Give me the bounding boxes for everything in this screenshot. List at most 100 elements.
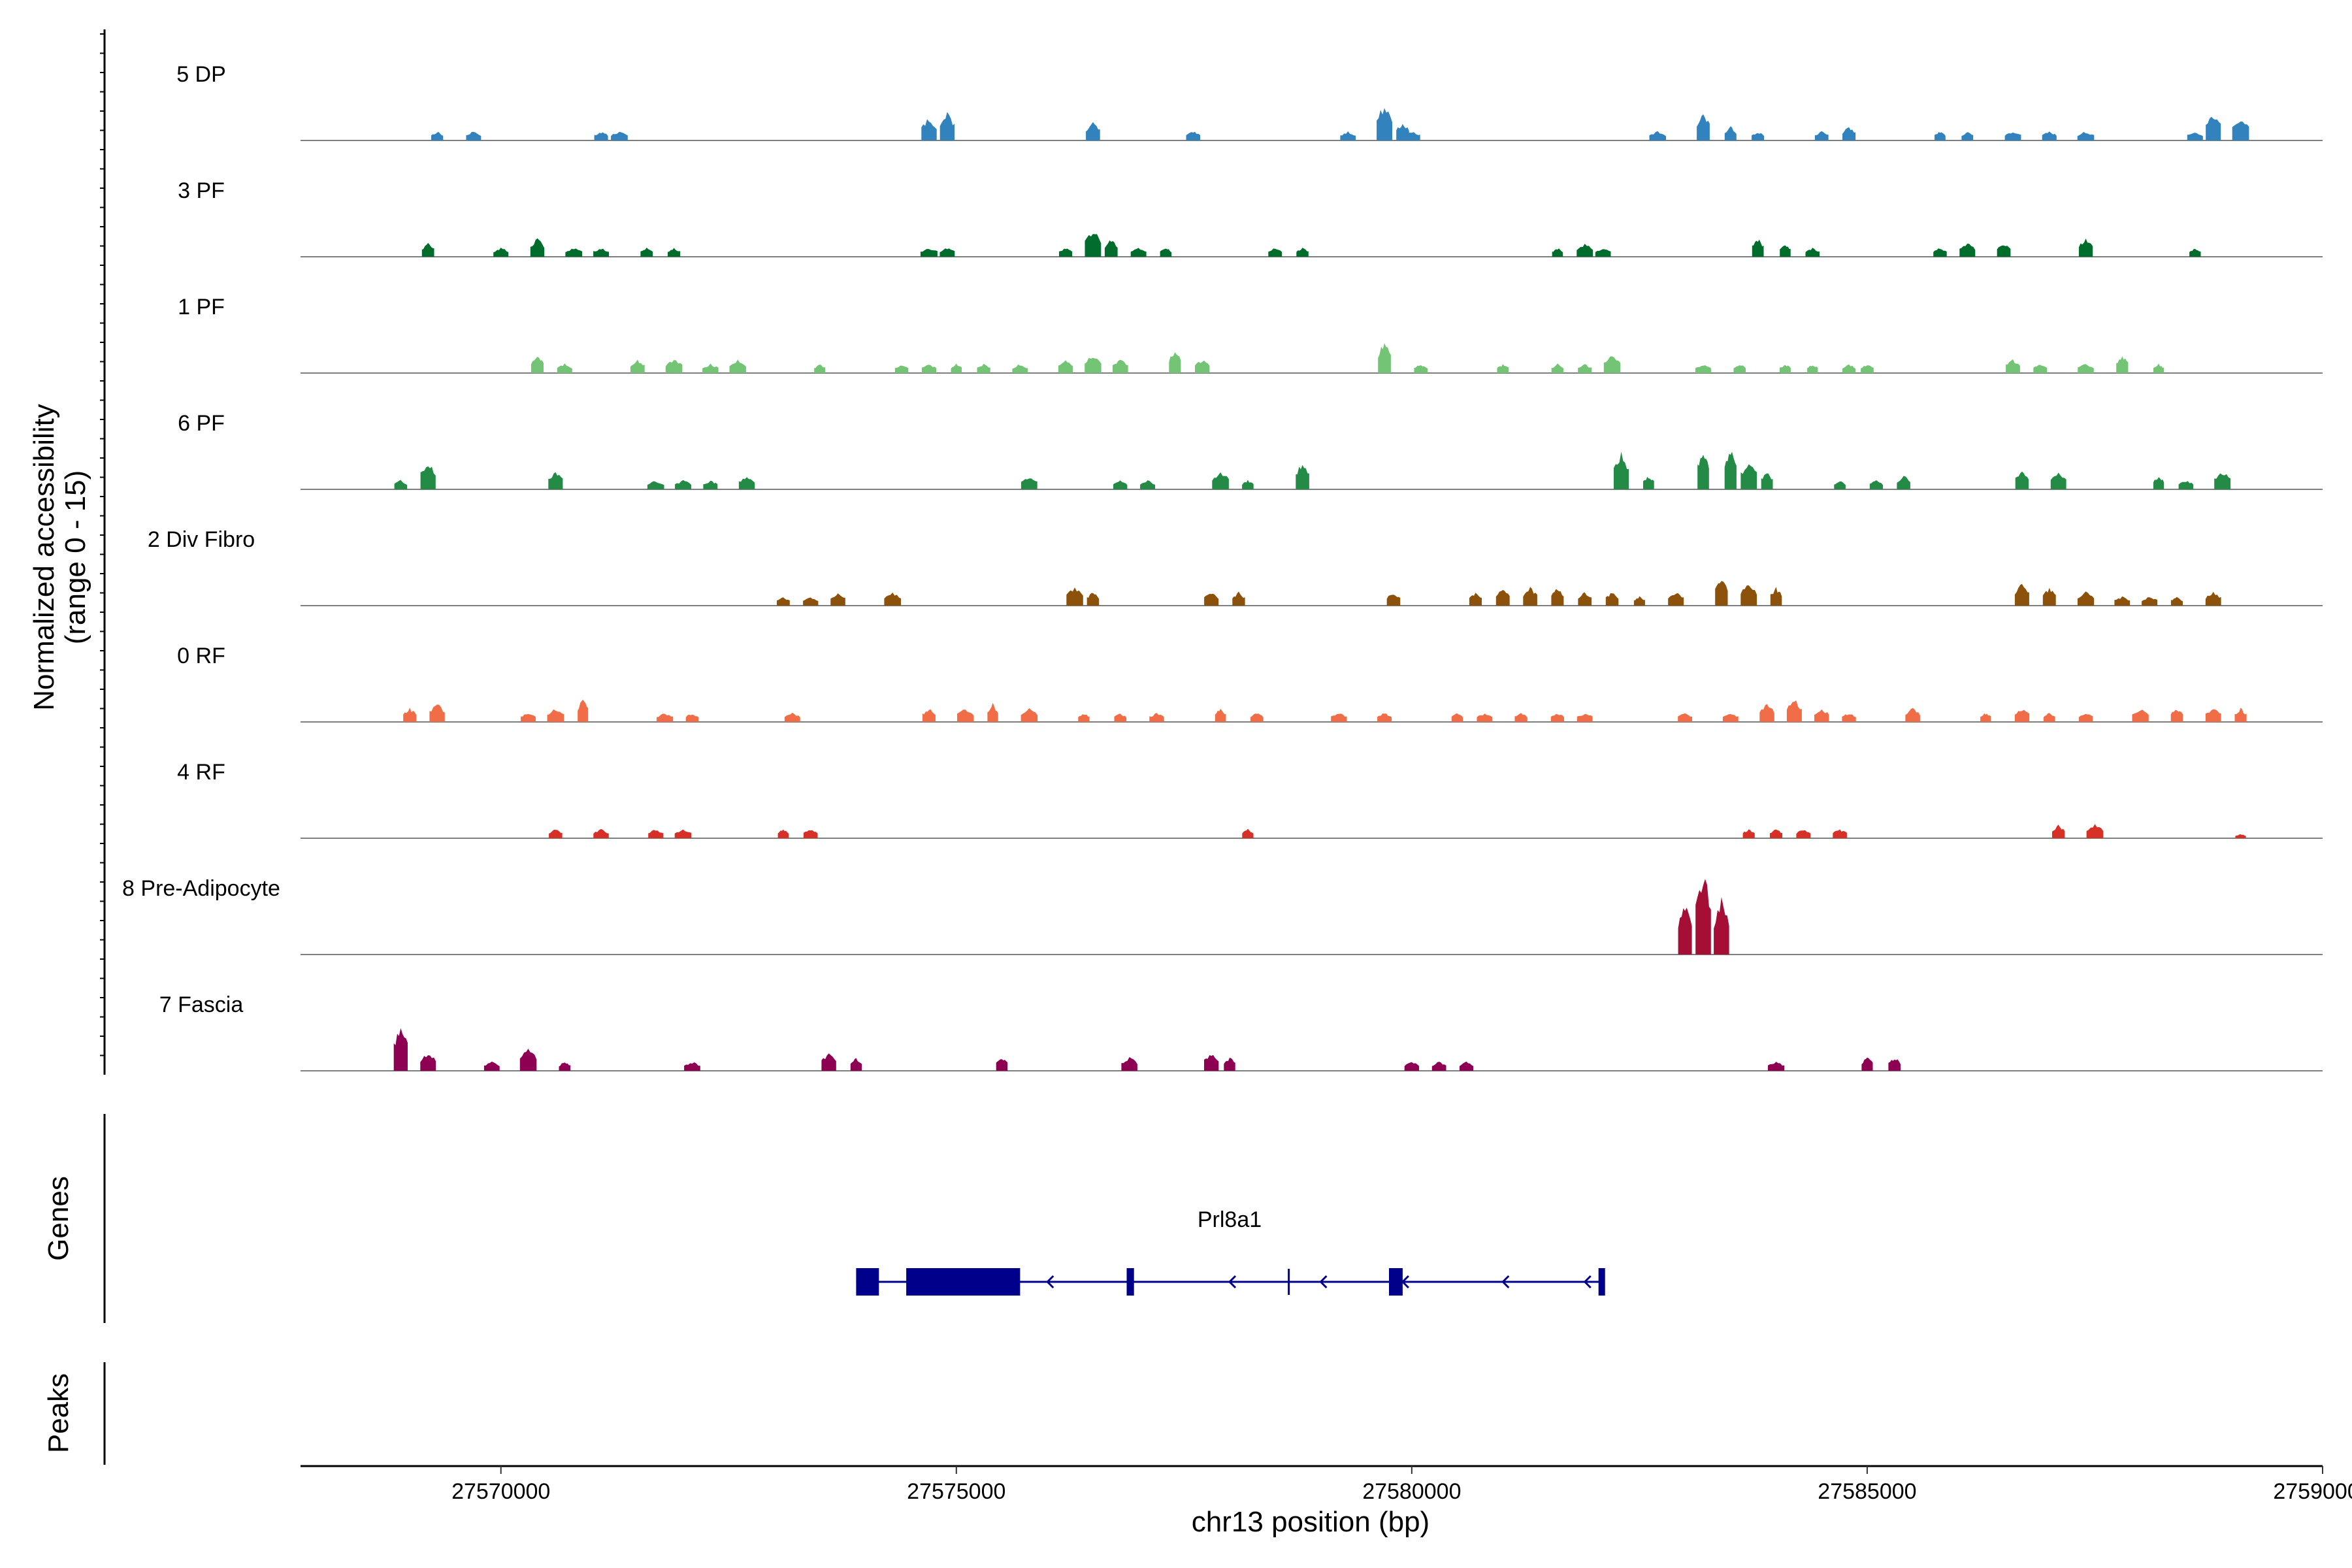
coverage-peak [1404, 1062, 1419, 1071]
coverage-peak [1086, 122, 1100, 140]
coverage-peak [1740, 585, 1757, 606]
coverage-peak [777, 597, 790, 606]
coverage-peak [420, 466, 436, 489]
coverage-peak [549, 830, 563, 838]
coverage-peak [1643, 477, 1654, 489]
coverage-peak [2077, 591, 2095, 606]
coverage-peak [1605, 593, 1619, 606]
coverage-peak [2234, 708, 2247, 722]
peaks-title: Peaks [42, 1373, 74, 1453]
coverage-peak [1888, 1059, 1901, 1071]
coverage-peak [2006, 359, 2020, 373]
x-axis-title: chr13 position (bp) [1192, 1506, 1429, 1538]
gene-strand-arrow-4 [1501, 1275, 1510, 1289]
coverage-peak [1224, 1058, 1235, 1071]
coverage-peak [630, 359, 645, 373]
coverage-peak [1242, 480, 1254, 489]
coverage-peak [1377, 108, 1392, 140]
coverage-peak [1552, 248, 1563, 257]
coverage-peak [1768, 1062, 1785, 1071]
coverage-peak [2116, 356, 2129, 373]
coverage-peak [2153, 363, 2164, 373]
coverage-peak [1724, 451, 1737, 489]
coverage-peak [403, 708, 417, 722]
coverage-peak [648, 830, 664, 838]
coverage-peak [1021, 478, 1037, 489]
coverage-peak [1633, 596, 1645, 606]
coverage-peak [2235, 834, 2246, 838]
coverage-peak [2052, 825, 2065, 838]
coverage-peak [565, 248, 583, 257]
track-1: 3 PF [178, 178, 2323, 257]
coverage-peak [939, 248, 955, 257]
coverage-peak [1578, 592, 1592, 606]
coverage-peak [2015, 471, 2029, 489]
gene-strand-arrow-0 [1046, 1275, 1054, 1289]
coverage-peak [803, 830, 818, 838]
coverage-peak [1603, 356, 1621, 373]
coverage-peak [1121, 1056, 1137, 1071]
coverage-peak [640, 247, 653, 257]
coverage-peak [1204, 1054, 1219, 1071]
coverage-peak [1997, 245, 2011, 257]
coverage-peak [1578, 364, 1592, 373]
coverage-peak [1058, 360, 1073, 373]
track-label-8: 7 Fascia [159, 992, 244, 1017]
coverage-peak [531, 357, 544, 373]
coverage-peak [1169, 352, 1181, 373]
gene-exon-3 [1389, 1268, 1403, 1296]
coverage-peak [1842, 714, 1856, 722]
coverage-peak [2086, 824, 2104, 838]
track-2: 1 PF [178, 295, 2323, 374]
coverage-peak [594, 132, 608, 140]
coverage-peak [1403, 132, 1420, 140]
coverage-peak [593, 248, 609, 257]
coverage-peak [665, 360, 683, 373]
track-label-6: 4 RF [177, 760, 225, 785]
coverage-peak [431, 132, 444, 140]
coverage-peak [1012, 364, 1028, 373]
track-label-7: 8 Pre-Adipocyte [122, 876, 280, 901]
coverage-peak [2232, 121, 2249, 140]
track-label-3: 6 PF [178, 411, 225, 436]
coverage-peak [578, 699, 589, 722]
coverage-peak [466, 131, 482, 140]
coverage-peak [1232, 591, 1245, 606]
coverage-peak [951, 363, 962, 373]
coverage-peak [1149, 713, 1164, 722]
coverage-peak [1523, 587, 1537, 606]
coverage-peak [1576, 244, 1593, 257]
gene-strand-arrow-5 [1583, 1275, 1592, 1289]
coverage-peak [1250, 713, 1264, 722]
coverage-peak [593, 828, 609, 838]
gene-track [856, 1268, 1605, 1296]
track-5: 0 RF [177, 644, 2323, 723]
coverage-peak [2205, 591, 2221, 606]
coverage-peak [1733, 365, 1746, 373]
coverage-peak [1576, 713, 1593, 722]
coverage-peak [814, 365, 826, 373]
coverage-peak [1215, 708, 1226, 722]
coverage-peak [2033, 365, 2048, 373]
coverage-peak [1340, 131, 1356, 140]
coverage-peak [1814, 131, 1829, 140]
coverage-peak [1551, 589, 1564, 606]
coverage-peak [1140, 480, 1155, 489]
coverage-peak [421, 242, 434, 257]
coverage-peak [1814, 709, 1829, 722]
x-tick-label-3: 27585000 [1818, 1479, 1916, 1504]
coverage-peak [2187, 133, 2203, 140]
coverage-peak [429, 704, 445, 722]
coverage-peak [1752, 133, 1765, 140]
coverage-peak [548, 472, 563, 489]
coverage-peak [2189, 249, 2201, 257]
coverage-peak [1551, 363, 1564, 373]
coverage-peak [1130, 248, 1147, 257]
coverage-peak [674, 829, 692, 838]
coverage-peak [1242, 828, 1254, 838]
coverage-peak [675, 480, 691, 489]
coverage-peak [1649, 131, 1666, 140]
coverage-peak [987, 702, 998, 722]
track-label-4: 2 Div Fibro [148, 527, 255, 552]
